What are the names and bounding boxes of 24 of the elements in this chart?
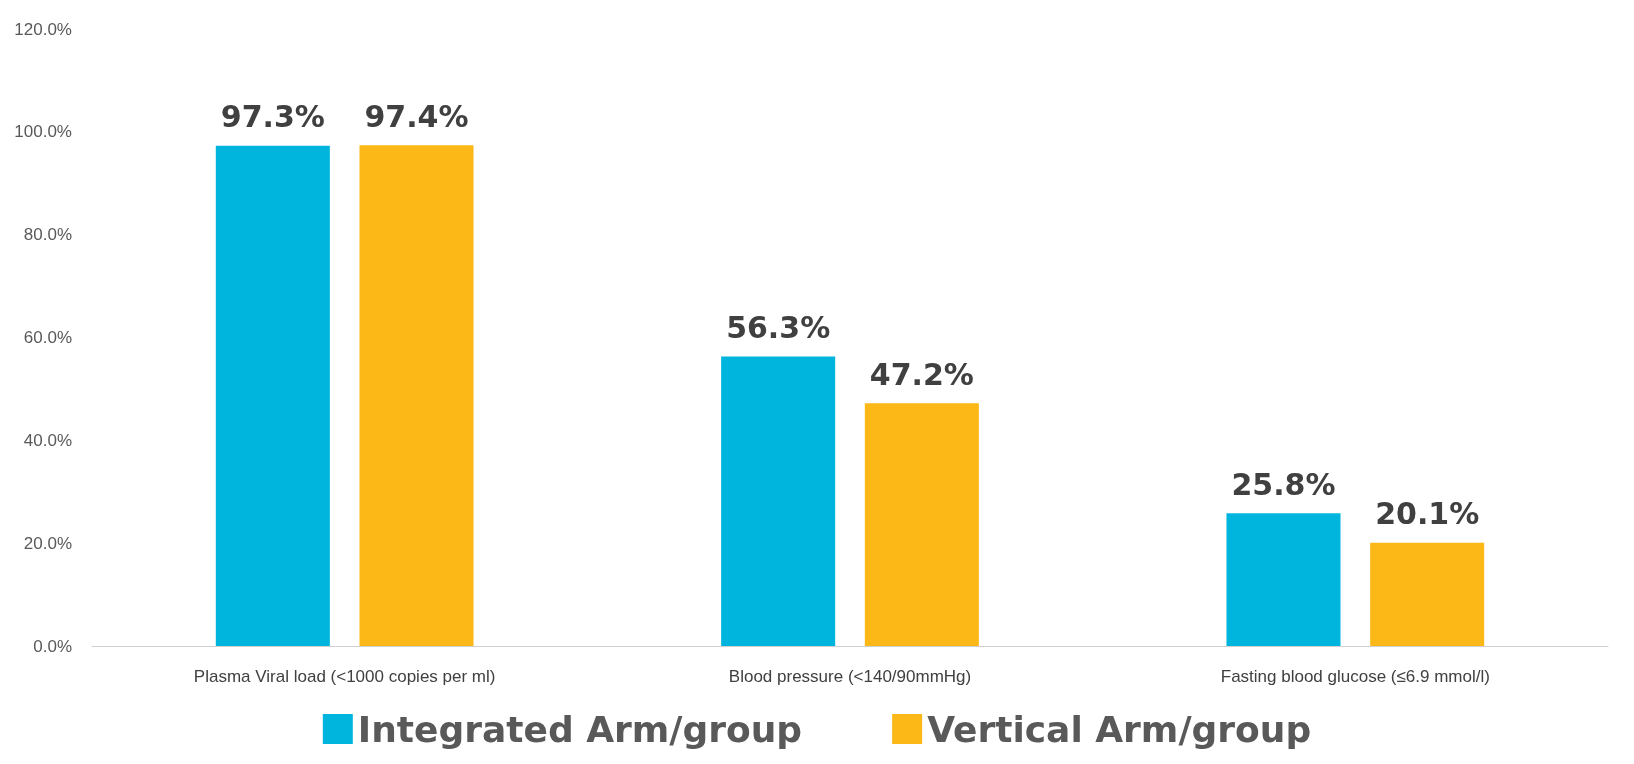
y-tick-label: 100.0% [14, 122, 72, 142]
y-tick-label: 120.0% [14, 19, 72, 39]
x-tick-label: Blood pressure (<140/90mmHg) [728, 667, 972, 686]
data-label: 97.3% [220, 99, 325, 135]
data-label: 56.3% [726, 310, 831, 346]
x-tick-label: Fasting blood glucose (≤6.9 mmol/l) [1220, 667, 1490, 686]
x-tick-label: Plasma Viral load (<1000 copies per ml) [193, 667, 496, 686]
bar [1226, 513, 1341, 646]
bar [1370, 542, 1485, 646]
y-tick-label: 20.0% [23, 533, 72, 553]
bar [721, 356, 836, 646]
legend-label: Integrated Arm/group [357, 708, 803, 750]
data-label: 97.4% [364, 98, 469, 134]
data-label: 47.2% [869, 356, 974, 392]
data-label: 25.8% [1231, 466, 1336, 502]
y-tick-label: 0.0% [33, 636, 72, 656]
bar [359, 145, 474, 646]
data-label: 20.1% [1375, 496, 1480, 532]
bar [864, 403, 979, 646]
bar [215, 145, 330, 646]
legend-label: Vertical Arm/group [927, 708, 1312, 750]
y-tick-label: 40.0% [23, 430, 72, 450]
y-tick-label: 80.0% [23, 225, 72, 245]
y-tick-label: 60.0% [23, 328, 72, 347]
